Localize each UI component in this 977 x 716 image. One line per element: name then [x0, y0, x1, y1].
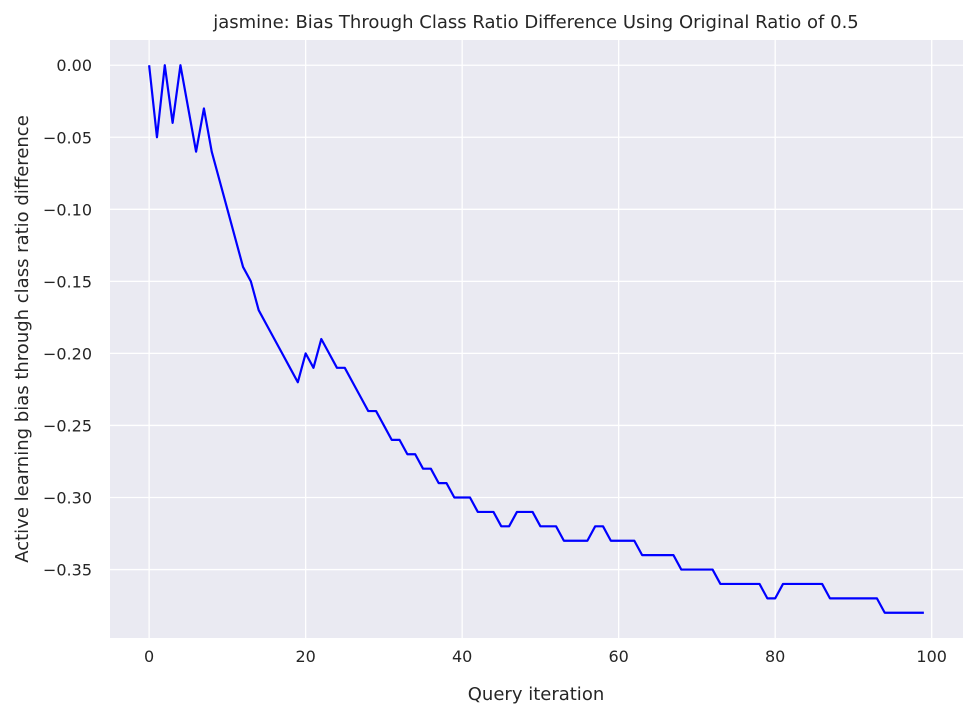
x-axis-label: Query iteration	[468, 684, 604, 705]
y-tick-label: 0.00	[56, 56, 92, 75]
plot-background	[110, 40, 963, 638]
y-axis-label: Active learning bias through class ratio…	[12, 115, 33, 563]
y-tick-label: −0.35	[43, 561, 92, 580]
y-tick-label: −0.20	[43, 344, 92, 363]
x-tick-label: 80	[765, 647, 785, 666]
tick-labels: 0 20 40 60 80 100 0.00 −0.05 −0.10 −0.15 −0.20 −0.2…	[43, 56, 947, 666]
x-tick-label: 40	[452, 647, 472, 666]
y-tick-label: −0.05	[43, 128, 92, 147]
x-tick-label: 60	[608, 647, 628, 666]
x-tick-label: 100	[916, 647, 947, 666]
grid-lines	[110, 40, 963, 638]
chart-title: jasmine: Bias Through Class Ratio Differ…	[212, 12, 859, 33]
x-tick-label: 0	[144, 647, 154, 666]
y-tick-label: −0.10	[43, 200, 92, 219]
y-tick-label: −0.15	[43, 272, 92, 291]
y-tick-label: −0.30	[43, 489, 92, 508]
y-tick-label: −0.25	[43, 416, 92, 435]
series-line	[148, 64, 924, 614]
x-tick-label: 20	[295, 647, 315, 666]
